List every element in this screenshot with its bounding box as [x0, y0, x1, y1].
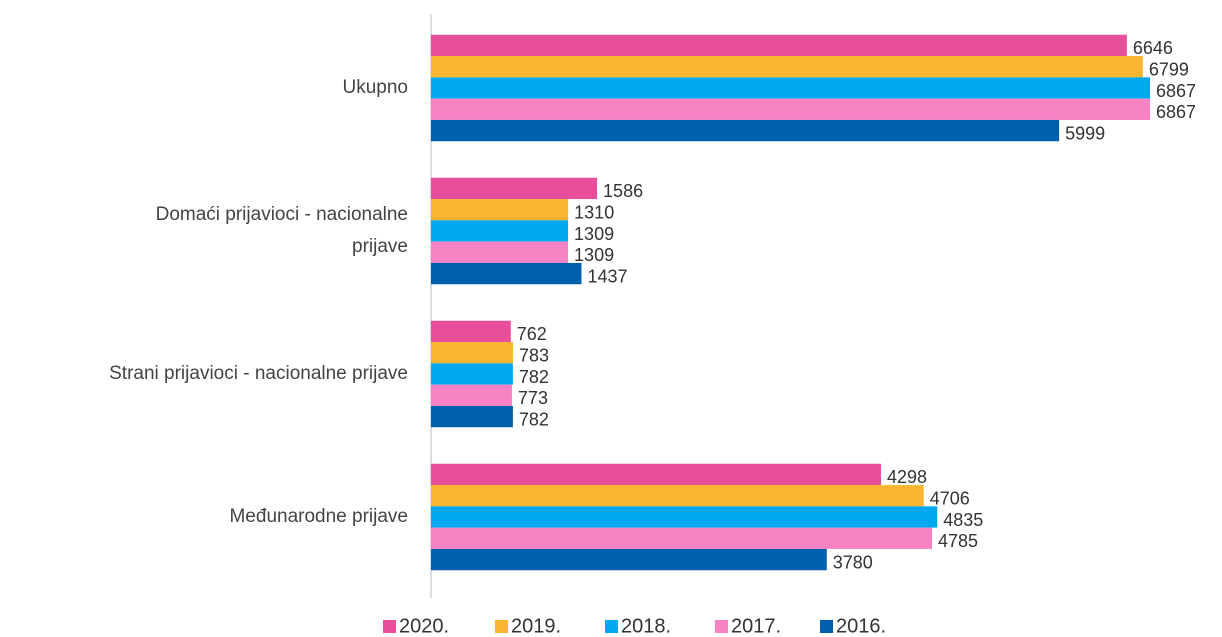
legend-swatch: [820, 620, 833, 633]
value-label: 1310: [574, 202, 614, 222]
bar: [431, 262, 582, 285]
bar: [431, 56, 1143, 78]
value-label: 1309: [574, 245, 614, 265]
bar: [431, 463, 882, 486]
bar: [431, 34, 1127, 57]
value-label: 4706: [930, 488, 970, 508]
category-label: Domaći prijavioci - nacionalne prijave: [155, 204, 408, 257]
legend-swatch: [715, 620, 728, 633]
value-label: 6867: [1156, 81, 1196, 101]
bar: [431, 98, 1150, 120]
value-label: 4785: [938, 531, 978, 551]
legend-swatch: [383, 620, 396, 633]
legend-label: 2018.: [621, 615, 671, 637]
value-label: 773: [518, 388, 548, 408]
value-label: 783: [519, 345, 549, 365]
bar: [431, 363, 513, 385]
value-label: 5999: [1065, 123, 1105, 143]
bar: [431, 506, 938, 528]
value-label: 782: [519, 367, 549, 387]
value-label: 4835: [943, 510, 983, 530]
value-label: 1586: [603, 181, 643, 201]
value-label: 6646: [1133, 38, 1173, 58]
category-label: Strani prijavioci - nacionalne prijave: [109, 363, 408, 384]
bar: [431, 320, 511, 343]
bar: [431, 199, 569, 221]
bar: [431, 177, 598, 200]
bar: [431, 342, 513, 364]
value-label: 3780: [833, 552, 873, 572]
value-label: 762: [517, 324, 547, 344]
bar: [431, 384, 512, 406]
bar: [431, 548, 827, 571]
bar: [431, 241, 569, 263]
value-label: 6799: [1149, 59, 1189, 79]
value-label: 6867: [1156, 102, 1196, 122]
legend-label: 2020.: [399, 615, 449, 637]
legend-label: 2019.: [511, 615, 561, 637]
bar: [431, 119, 1060, 142]
value-label: 4298: [887, 467, 927, 487]
value-label: 1437: [587, 266, 627, 286]
category-label: Ukupno: [342, 77, 409, 98]
category-label: Međunarodne prijave: [229, 506, 408, 527]
legend-label: 2016.: [836, 615, 886, 637]
value-label: 782: [519, 409, 549, 429]
value-label: 1309: [574, 224, 614, 244]
legend-swatch: [495, 620, 508, 633]
bar: [431, 77, 1150, 99]
bar: [431, 405, 513, 428]
legend-label: 2017.: [731, 615, 781, 637]
bar: [431, 527, 933, 549]
bar: [431, 485, 924, 507]
legend-swatch: [605, 620, 618, 633]
bar: [431, 220, 569, 242]
